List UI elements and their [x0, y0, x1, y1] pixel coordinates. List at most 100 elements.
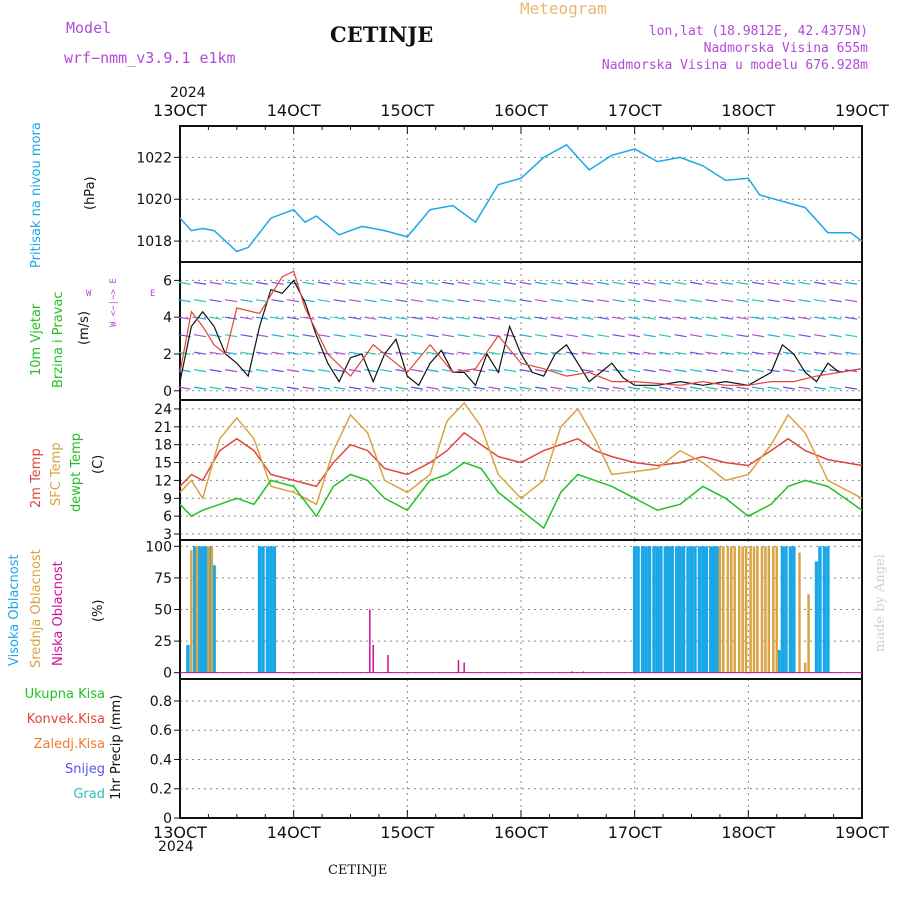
high-cloud-bar	[715, 546, 720, 673]
wind-arrow	[178, 351, 191, 355]
wind-arrow	[736, 369, 749, 373]
wind-arrow	[302, 281, 315, 285]
wind-arrow	[643, 334, 656, 338]
y-tick-label: 75	[154, 571, 172, 587]
wind-arrow	[705, 386, 718, 390]
wind-arrow	[472, 316, 486, 320]
wind-arrow	[317, 369, 331, 373]
y-tick-label: 1022	[136, 150, 172, 166]
wind-arrow	[736, 281, 749, 285]
wind-arrow	[503, 386, 517, 390]
wind-arrow	[457, 299, 470, 303]
wind-arrow	[596, 351, 610, 355]
wind-arrow	[302, 386, 315, 390]
wind-arrow	[813, 299, 827, 303]
wind-arrow	[674, 369, 687, 373]
wind-arrow	[441, 351, 455, 355]
wind-arrow	[813, 281, 827, 285]
wind-arrow	[271, 386, 284, 390]
wind-arrow	[333, 334, 346, 338]
wind-arrow	[751, 386, 765, 390]
wind-arrow	[674, 316, 687, 320]
wind-arrow	[767, 334, 780, 338]
wind-arrow	[503, 316, 517, 320]
x-tick-label-top: 19OCT	[835, 101, 889, 120]
wind-arrow	[333, 386, 346, 390]
wind-arrow	[658, 351, 672, 355]
wind-arrow	[782, 334, 796, 338]
wind-arrow	[550, 299, 563, 303]
high-cloud-bar	[644, 546, 648, 673]
low-cloud-bar	[571, 671, 573, 673]
high-cloud-bar	[269, 546, 273, 673]
wind-arrow	[612, 334, 625, 338]
low-cloud-bar	[387, 654, 389, 673]
wind-arrow	[410, 369, 424, 373]
wind-arrow	[798, 334, 811, 338]
wind-arrow	[751, 316, 765, 320]
wind-arrow	[658, 299, 672, 303]
wind-arrow	[627, 369, 641, 373]
wind-arrow	[519, 369, 532, 373]
y-tick-label: 0.2	[150, 782, 172, 798]
wind-arrow	[503, 369, 517, 373]
wind-arrow	[534, 351, 548, 355]
wind-arrow	[798, 299, 811, 303]
x-tick-label-bottom: 18OCT	[721, 823, 775, 842]
y-tick-label: 25	[154, 634, 172, 650]
high-cloud-bar	[822, 546, 827, 673]
mid-cloud-bar	[772, 546, 775, 673]
wind-arrow	[379, 369, 393, 373]
high-cloud-bar	[818, 546, 822, 673]
x-tick-label-top: 14OCT	[267, 101, 321, 120]
wind-arrow	[798, 386, 811, 390]
wind-arrow	[488, 299, 501, 303]
pressure-line	[179, 143, 863, 253]
wind-arrow	[286, 299, 300, 303]
mid-cloud-bar	[756, 546, 759, 673]
y-tick-label: 0	[163, 666, 172, 682]
wind-arrow	[178, 281, 191, 285]
wind-arrow	[426, 316, 439, 320]
wind-arrow	[271, 351, 284, 355]
wind-arrow	[767, 299, 780, 303]
wind-arrow	[689, 281, 703, 285]
wind-arrow	[627, 351, 641, 355]
wind-arrow	[364, 334, 377, 338]
mid-cloud-bar	[767, 546, 771, 673]
wind-arrow	[426, 351, 439, 355]
wind-arrow	[550, 334, 563, 338]
wind-arrow	[705, 299, 718, 303]
high-cloud-bar	[197, 546, 202, 673]
wind-arrow	[255, 369, 269, 373]
wind-arrow	[302, 334, 315, 338]
wind-arrow	[782, 299, 796, 303]
wind-arrow	[720, 281, 734, 285]
wind-arrow	[519, 334, 532, 338]
panel-frame	[179, 399, 863, 541]
wind-arrow	[844, 334, 858, 338]
wind-arrow	[364, 369, 377, 373]
wind-arrow	[271, 369, 284, 373]
wind-arrow	[829, 386, 842, 390]
mid-cloud-bar	[760, 546, 764, 673]
wind-arrow	[798, 281, 811, 285]
wind-arrow	[209, 351, 222, 355]
wind-arrow	[596, 299, 610, 303]
x-tick-label-bottom: 15OCT	[380, 823, 434, 842]
y-tick-label: 1018	[136, 234, 172, 250]
wind-arrow	[720, 316, 734, 320]
wind-arrow	[829, 316, 842, 320]
wind-arrow	[240, 299, 253, 303]
wind-arrow	[720, 299, 734, 303]
wind-arrow	[596, 334, 610, 338]
wind-arrow	[689, 299, 703, 303]
wind-arrow	[674, 281, 687, 285]
footer-station: CETINJE	[328, 863, 388, 878]
high-cloud-bar	[689, 546, 694, 673]
y-tick-label: 9	[163, 491, 172, 507]
year-top: 2024	[170, 85, 206, 101]
wind-arrow	[658, 369, 672, 373]
wind-arrow	[209, 386, 222, 390]
wind-arrow	[224, 369, 238, 373]
